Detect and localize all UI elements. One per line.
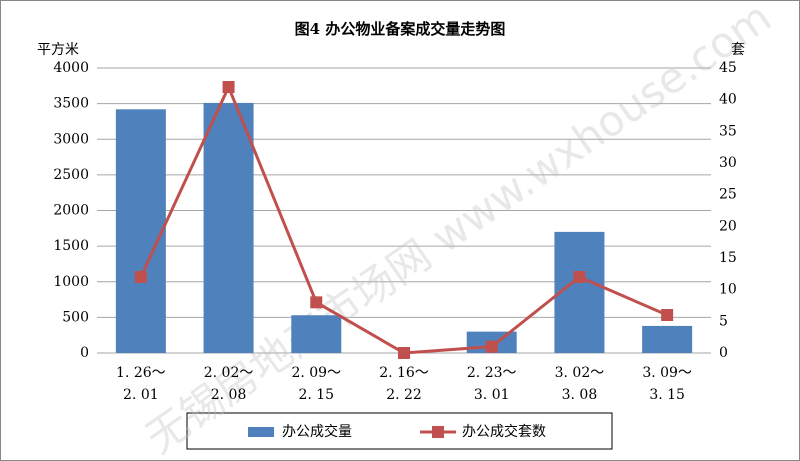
y-tick-label: 3000 (53, 131, 89, 147)
x-tick-label: 2. 16～ (379, 365, 429, 381)
x-tick-label: 2. 22 (386, 387, 422, 403)
bar (203, 102, 254, 353)
y2-tick-label: 10 (719, 282, 737, 298)
x-tick-label: 3. 08 (562, 387, 598, 403)
y2-tick-label: 40 (719, 92, 737, 108)
legend-swatch (248, 427, 274, 437)
x-tick-label: 2. 02～ (204, 365, 254, 381)
y2-tick-label: 35 (719, 123, 737, 139)
y-tick-label: 3500 (53, 96, 89, 112)
line-marker (661, 309, 674, 321)
x-tick-label: 3. 02～ (555, 365, 605, 381)
x-tick-label: 2. 08 (211, 387, 247, 403)
legend-swatch (432, 426, 444, 438)
y2-tick-label: 5 (719, 313, 728, 329)
y-tick-label: 2500 (53, 167, 89, 183)
y-tick-label: 1000 (53, 274, 89, 290)
legend-label: 办公成交套数 (462, 423, 546, 440)
y-tick-label: 500 (62, 309, 89, 325)
line-marker (398, 347, 410, 359)
line-marker (485, 340, 498, 353)
y2-tick-label: 25 (719, 187, 737, 203)
x-tick-label: 2. 23～ (467, 365, 517, 381)
line-marker (222, 81, 235, 93)
y2-axis-title: 套 (731, 42, 745, 58)
y2-tick-label: 30 (719, 155, 737, 171)
bar (291, 315, 342, 353)
y-tick-label: 0 (80, 345, 89, 361)
y2-tick-label: 0 (719, 345, 728, 361)
legend-box (186, 412, 613, 450)
x-tick-label: 3. 09～ (642, 365, 692, 381)
line-marker (573, 271, 586, 283)
legend-label: 办公成交量 (282, 423, 352, 440)
x-tick-label: 1. 26～ (116, 365, 166, 381)
x-tick-label: 2. 01 (123, 387, 159, 403)
y-axis-title: 平方米 (37, 42, 79, 58)
y2-tick-label: 45 (719, 60, 737, 76)
bar (554, 231, 605, 353)
y2-tick-label: 20 (719, 218, 737, 234)
x-tick-label: 3. 15 (649, 387, 685, 403)
y-tick-label: 4000 (53, 60, 89, 76)
y-tick-label: 1500 (53, 238, 89, 254)
x-tick-label: 3. 01 (474, 387, 510, 403)
line-marker (134, 271, 147, 283)
x-tick-label: 2. 15 (298, 387, 334, 403)
y-tick-label: 2000 (53, 203, 89, 219)
x-tick-label: 2. 09～ (291, 365, 341, 381)
line-marker (310, 296, 323, 309)
bar (642, 325, 693, 353)
chart-title: 图4 办公物业备案成交量走势图 (295, 20, 506, 38)
bar (115, 109, 166, 353)
y2-tick-label: 15 (719, 250, 737, 266)
